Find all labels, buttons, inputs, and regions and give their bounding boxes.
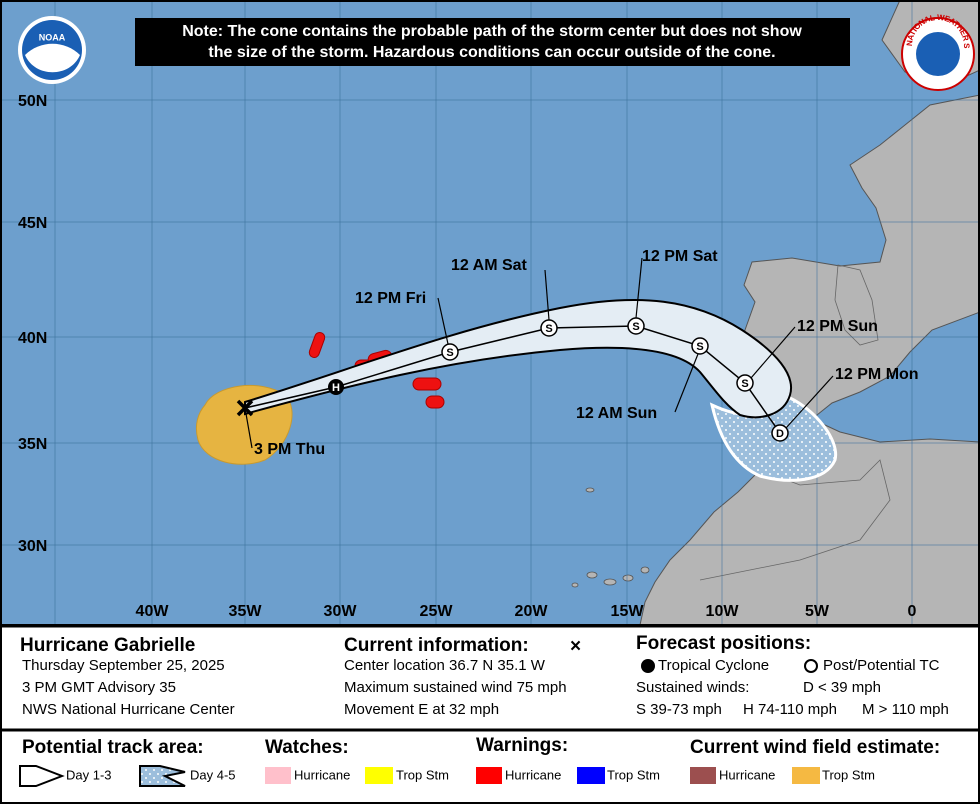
info-text: Thursday September 25, 2025 <box>22 657 225 674</box>
legend-heading: Potential track area: <box>22 737 204 758</box>
lon-label: 15W <box>611 603 645 620</box>
legend-heading: Watches: <box>265 737 349 758</box>
forecast-label: 12 PM Sat <box>642 248 718 265</box>
swatch <box>365 767 393 784</box>
day13-icon <box>19 765 65 787</box>
legend-heading: Current wind field estimate: <box>690 737 940 758</box>
forecast-label: 3 PM Thu <box>254 441 325 458</box>
info-text: Tropical Cyclone <box>658 657 769 674</box>
leaders <box>244 257 834 449</box>
marker <box>441 343 459 361</box>
swatch <box>690 767 716 784</box>
info-text: Movement E at 32 mph <box>344 701 499 718</box>
legend-text: Hurricane <box>719 767 775 782</box>
info-text: H 74-110 mph <box>743 701 837 718</box>
border <box>699 459 891 581</box>
marker-letter: D <box>776 428 784 440</box>
forecast-label: 12 AM Sat <box>451 257 528 274</box>
lat-label: 45N <box>18 215 47 232</box>
noaa-logo <box>25 43 80 73</box>
lat-label: 50N <box>18 93 47 110</box>
tc-icon <box>641 659 655 673</box>
marker <box>771 424 789 442</box>
info-symbol: × <box>570 636 581 657</box>
lon-label: 25W <box>420 603 454 620</box>
lon-label: 20W <box>515 603 549 620</box>
post-tc-icon <box>804 659 818 673</box>
swatch <box>792 767 820 784</box>
lat-label: 35N <box>18 436 47 453</box>
lon-label: 10W <box>706 603 740 620</box>
forecast-label: 12 PM Sun <box>797 318 878 335</box>
info-text: M > 110 mph <box>862 701 949 718</box>
marker <box>328 379 344 395</box>
swatch <box>265 767 291 784</box>
lon-label: 40W <box>136 603 170 620</box>
legend-text: Hurricane <box>294 767 350 782</box>
info-text: D < 39 mph <box>803 679 881 696</box>
border <box>834 264 879 346</box>
legend-text: Trop Stm <box>822 767 875 782</box>
marker-letter: S <box>545 323 552 335</box>
legend-text: Trop Stm <box>396 767 449 782</box>
cone-day-1-3 <box>244 298 793 419</box>
note-box <box>135 18 850 66</box>
info-text: Post/Potential TC <box>823 657 940 674</box>
lon-label: 35W <box>229 603 263 620</box>
lon-label: 5W <box>805 603 830 620</box>
marker-letter: S <box>632 321 639 333</box>
marker-letter: S <box>741 378 748 390</box>
forecast-label: 12 PM Fri <box>355 290 426 307</box>
info-text: S 39-73 mph <box>636 701 722 718</box>
info-panel: Hurricane Gabrielle Thursday September 2… <box>0 624 980 732</box>
nws-logo <box>916 32 960 76</box>
lat-label: 40N <box>18 330 47 347</box>
legend-text: Trop Stm <box>607 767 660 782</box>
graticule <box>0 0 980 625</box>
islands <box>571 487 650 588</box>
sea <box>811 311 980 443</box>
swatch <box>577 767 605 784</box>
info-text: 3 PM GMT Advisory 35 <box>22 679 176 696</box>
info-heading: Current information: <box>344 635 529 656</box>
forecast-label: 12 AM Sun <box>576 405 657 422</box>
info-text: Center location 36.7 N 35.1 W <box>344 657 546 674</box>
legend-text: Hurricane <box>505 767 561 782</box>
legend-text: Day 4-5 <box>190 767 236 782</box>
lon-label: 0 <box>908 603 917 620</box>
marker-letter: H <box>332 382 340 394</box>
info-text: NWS National Hurricane Center <box>22 701 235 718</box>
legend-text: Day 1-3 <box>66 767 112 782</box>
info-heading: Forecast positions: <box>636 633 811 654</box>
marker-letter: S <box>446 347 453 359</box>
map: H S S S S S D 3 PM Thu 12 PM Fri 12 AM S… <box>0 0 980 626</box>
legend: Potential track area: Day 1-3 Day 4-5 Wa… <box>19 735 940 787</box>
marker-letter: S <box>696 341 703 353</box>
note-line: Note: The cone contains the probable pat… <box>182 23 802 40</box>
swatch <box>476 767 502 784</box>
legend-heading: Warnings: <box>476 735 568 756</box>
marker <box>736 374 754 392</box>
forecast-label: 12 PM Mon <box>835 366 919 383</box>
note-line: the size of the storm. Hazardous conditi… <box>208 44 775 61</box>
noaa-text: NOAA <box>39 32 66 42</box>
track-line <box>244 325 781 434</box>
info-text: Sustained winds: <box>636 679 749 696</box>
lon-label: 30W <box>324 603 358 620</box>
day45-icon <box>139 765 186 787</box>
info-text: Maximum sustained wind 75 mph <box>344 679 567 696</box>
storm-name: Hurricane Gabrielle <box>20 635 195 656</box>
lat-label: 30N <box>18 538 47 555</box>
marker <box>691 337 709 355</box>
